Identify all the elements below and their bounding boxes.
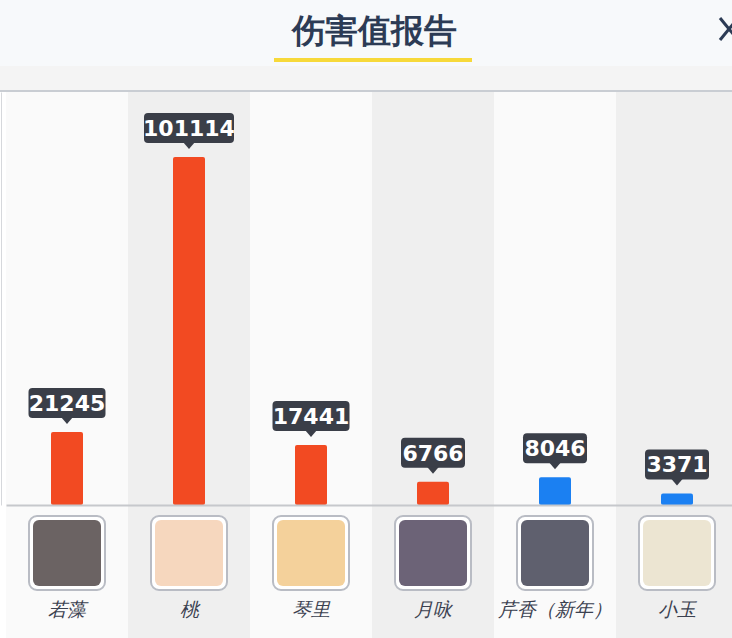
column-stripe xyxy=(372,92,494,638)
bars xyxy=(51,157,693,505)
data-label: 17441 xyxy=(273,401,350,437)
header-bg xyxy=(0,0,732,66)
y-axis-line xyxy=(1,93,2,506)
data-label-text: 21245 xyxy=(29,391,106,416)
column-stripe xyxy=(616,92,732,638)
bar xyxy=(51,432,83,505)
x-tick: 琴里 xyxy=(292,505,331,620)
data-label-pointer xyxy=(671,478,683,485)
y-axis xyxy=(1,93,2,506)
avatar xyxy=(277,520,345,586)
data-label: 101114 xyxy=(143,113,235,149)
data-label-pointer xyxy=(305,430,317,437)
data-label-pointer xyxy=(427,467,439,474)
chart: 伤害值报告若藻 桃 琴里 月咏 芹香（新年） 小玉 21245 101114 17441 6766… xyxy=(0,0,732,638)
column-stripe xyxy=(494,92,616,638)
data-label: 6766 xyxy=(401,438,465,474)
data-label-text: 101114 xyxy=(143,116,235,141)
data-label-text: 3371 xyxy=(646,452,707,477)
subheader-bg xyxy=(0,66,732,92)
data-label-bg xyxy=(401,438,465,468)
x-tick-label: 桃 xyxy=(180,598,201,620)
column-stripe xyxy=(250,92,372,638)
data-label-bg xyxy=(29,388,106,418)
avatar-frame xyxy=(639,516,715,590)
close-icon[interactable] xyxy=(720,18,732,40)
data-label: 21245 xyxy=(29,388,106,424)
bar xyxy=(539,477,571,505)
data-label-text: 6766 xyxy=(402,441,463,466)
bar xyxy=(295,445,327,505)
data-label-pointer xyxy=(183,142,195,149)
column-stripe xyxy=(6,92,128,638)
avatar-frame xyxy=(29,516,105,590)
data-labels: 21245 101114 17441 6766 8046 3371 xyxy=(29,113,710,485)
x-tick-label: 若藻 xyxy=(48,598,89,620)
x-tick: 桃 xyxy=(180,505,201,620)
avatar xyxy=(33,520,101,586)
avatar xyxy=(155,520,223,586)
data-label-bg xyxy=(273,401,350,431)
data-label: 3371 xyxy=(645,449,709,485)
avatar-frame xyxy=(273,516,349,590)
x-tick-label: 芹香（新年） xyxy=(498,598,612,620)
x-tick-label: 月咏 xyxy=(414,598,453,620)
title-underline xyxy=(274,58,472,62)
close-icon[interactable] xyxy=(720,18,732,40)
data-label-pointer xyxy=(61,417,73,424)
avatars xyxy=(29,516,715,590)
x-axis-line xyxy=(7,505,732,507)
data-label-bg xyxy=(144,113,234,143)
avatar-frame xyxy=(517,516,593,590)
x-tick: 月咏 xyxy=(414,505,453,620)
data-label-text: 17441 xyxy=(273,404,350,429)
column-stripe xyxy=(128,92,250,638)
data-label-bg xyxy=(645,449,709,479)
x-tick-label: 琴里 xyxy=(292,598,331,620)
bar xyxy=(173,157,205,505)
header-divider xyxy=(0,90,732,92)
column-stripes xyxy=(6,92,732,638)
x-tick: 若藻 xyxy=(48,505,89,620)
avatar xyxy=(643,520,711,586)
data-label-pointer xyxy=(549,462,561,469)
data-label-bg xyxy=(523,433,587,463)
x-tick: 小玉 xyxy=(658,505,698,620)
title: 伤害值报告 xyxy=(290,11,457,50)
bar xyxy=(661,493,693,505)
data-label: 8046 xyxy=(523,433,587,469)
avatar xyxy=(521,520,589,586)
avatar-frame xyxy=(395,516,471,590)
x-tick-label: 小玉 xyxy=(658,598,698,620)
x-axis: 若藻 桃 琴里 月咏 芹香（新年） 小玉 xyxy=(7,505,732,620)
close-button[interactable] xyxy=(720,18,732,40)
data-label-text: 8046 xyxy=(524,436,585,461)
avatar-frame xyxy=(151,516,227,590)
x-tick: 芹香（新年） xyxy=(498,505,612,620)
bar xyxy=(417,482,449,505)
avatar xyxy=(399,520,467,586)
